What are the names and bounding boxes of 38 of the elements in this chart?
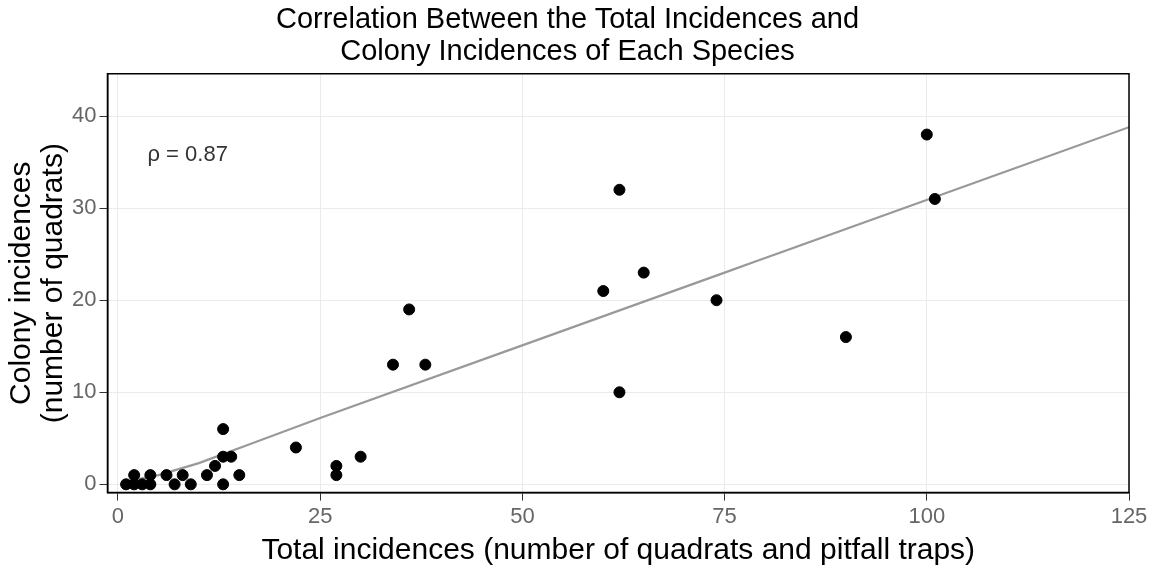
x-tick-label: 75	[712, 502, 737, 528]
y-axis-title: Colony incidences (number of quadrats)	[3, 143, 68, 424]
point	[233, 469, 246, 482]
point	[613, 183, 626, 196]
point	[613, 386, 626, 399]
y-tick-label: 20	[71, 286, 97, 312]
point	[928, 192, 941, 205]
x-tick-label: 125	[1110, 502, 1148, 528]
point	[168, 478, 181, 491]
point	[354, 450, 367, 463]
point	[184, 478, 197, 491]
chart-title: Correlation Between the Total Incidences and Colony Incidences of Each Species	[275, 1, 860, 66]
point	[597, 285, 610, 298]
point	[176, 469, 189, 482]
y-tick-label: 30	[71, 194, 97, 220]
x-tick-label: 100	[908, 502, 946, 528]
point	[386, 358, 399, 371]
point	[160, 469, 173, 482]
point	[920, 128, 933, 141]
annotation: ρ = 0.87	[147, 140, 228, 166]
point	[330, 469, 343, 482]
y-tick-label: 10	[71, 378, 97, 404]
point	[289, 441, 302, 454]
point	[419, 358, 432, 371]
point	[209, 459, 222, 472]
y-tick-label: 0	[84, 470, 97, 496]
point	[710, 294, 723, 307]
point	[200, 469, 213, 482]
point	[839, 331, 852, 344]
x-axis-title: Total incidences (number of quadrats and pitfall traps)	[261, 532, 976, 566]
x-tick-label: 50	[510, 502, 535, 528]
point	[217, 423, 230, 436]
x-tick-label: 25	[307, 502, 333, 528]
point	[403, 303, 416, 316]
point	[637, 266, 650, 279]
point	[217, 478, 230, 491]
x-tick-label: 0	[111, 502, 125, 528]
y-tick-label: 40	[71, 102, 97, 128]
